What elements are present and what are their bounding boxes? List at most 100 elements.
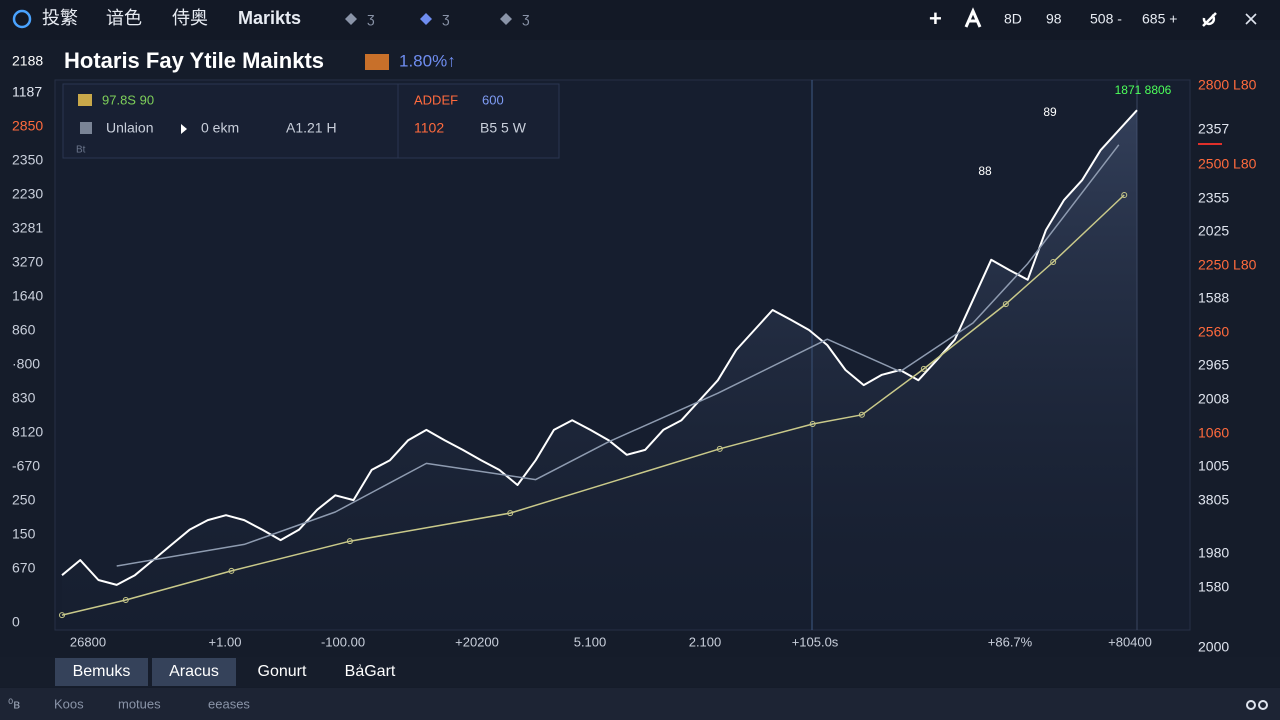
left-axis-label: 8120 [12, 424, 43, 440]
tab[interactable]: Aracus [169, 663, 219, 680]
x-axis-label: +105.0s [792, 634, 839, 649]
status-item[interactable]: eeases [208, 696, 250, 711]
tool-icon[interactable] [420, 13, 432, 25]
tool-icon[interactable] [345, 13, 357, 25]
left-axis-label: 1640 [12, 288, 43, 304]
legend-box [62, 83, 560, 159]
x-axis-label: 26800 [70, 634, 106, 649]
nav-item[interactable]: 侍奥 [172, 8, 208, 28]
right-axis-label: 1588 [1198, 290, 1229, 306]
left-axis-label: 2350 [12, 152, 43, 168]
status-dot[interactable] [1246, 700, 1256, 710]
trend-point [59, 612, 65, 619]
nav-right-item[interactable]: 98 [1046, 11, 1062, 27]
right-axis-label: 1580 [1198, 579, 1229, 595]
right-axis-label: 2025 [1198, 223, 1229, 239]
annotation: 88 [978, 164, 992, 178]
series-line [61, 194, 1125, 616]
settings-icon[interactable] [1202, 12, 1217, 27]
legend-label: Unlaion [106, 120, 153, 136]
x-axis-label: 2.100 [689, 634, 722, 649]
left-axis-label: 2230 [12, 186, 43, 202]
tab[interactable]: Bemuks [73, 663, 131, 680]
status-icon: ⁰ʙ [8, 696, 20, 711]
legend-swatch [78, 94, 92, 106]
tab[interactable]: BẚGart [345, 663, 396, 680]
chart-title: Hotaris Fay Ytile Mainkts [64, 48, 324, 73]
trend-point [858, 411, 865, 418]
trend-point [507, 510, 514, 517]
nav-right-item[interactable]: 685 + [1142, 11, 1177, 27]
left-axis-label: 2850 [12, 118, 43, 134]
nav-item[interactable]: Marikts [238, 8, 301, 28]
annotation: 1871 8806 [1115, 83, 1172, 97]
left-axis-label: 3281 [12, 220, 43, 236]
left-axis-label: 0 [12, 614, 20, 630]
left-axis-label: ·800 [12, 356, 40, 372]
price-area [62, 110, 1137, 620]
right-axis-label: 2000 [1198, 639, 1229, 655]
right-axis-label: 2008 [1198, 391, 1229, 407]
tab-bg[interactable] [152, 658, 236, 686]
left-axis-label: -670 [12, 458, 40, 474]
arrow-icon [181, 124, 187, 134]
right-axis-label: 2500 L80 [1198, 156, 1257, 172]
header-change: 1.80%↑ [399, 51, 456, 70]
nav-right-item[interactable]: 508 - [1090, 11, 1122, 27]
legend-arrow-text: 0 ekm [201, 120, 239, 136]
trend-point [920, 365, 927, 372]
status-bar [0, 688, 1280, 720]
left-axis-label: 3270 [12, 254, 43, 270]
legend-value: 97.8S 90 [102, 92, 154, 107]
draw-icon[interactable] [964, 7, 982, 28]
right-axis-label: 2250 L80 [1198, 257, 1257, 273]
nav-item[interactable]: 谙色 [106, 8, 142, 28]
x-axis-label: +80400 [1108, 634, 1152, 649]
trend-point [809, 420, 816, 427]
tool-icon[interactable] [500, 13, 512, 25]
tab-bg[interactable] [55, 658, 148, 686]
close-icon[interactable] [1245, 13, 1257, 25]
left-axis-label: 250 [12, 492, 36, 508]
legend-code: 1102 [414, 120, 444, 136]
tool-label[interactable]: ʒ [367, 10, 375, 26]
right-axis-label: 2355 [1198, 190, 1229, 206]
status-item[interactable]: motues [118, 696, 161, 711]
right-axis-label: 1060 [1198, 425, 1229, 441]
left-axis-label: 1187 [12, 84, 42, 100]
add-icon[interactable]: + [929, 6, 942, 31]
nav-right-item[interactable]: 8D [1004, 11, 1022, 27]
trend-point [228, 567, 235, 574]
legend-stat: B5 5 W [480, 120, 527, 136]
tool-label[interactable]: ʒ [442, 10, 450, 26]
tab[interactable]: Gonurt [258, 663, 307, 680]
annotation: 89 [1043, 105, 1057, 119]
trend-point [716, 445, 723, 452]
logo-icon[interactable] [12, 9, 32, 29]
legend-value: 600 [482, 92, 504, 107]
logo-text[interactable]: 投繁 [42, 8, 78, 28]
right-axis-label: 2560 [1198, 324, 1229, 340]
legend-icon [80, 122, 92, 134]
status-dot[interactable] [1258, 700, 1268, 710]
x-axis-label: 5.100 [574, 634, 607, 649]
x-axis-label: +20200 [455, 634, 499, 649]
left-axis-label: 670 [12, 560, 36, 576]
legend-stat: A1.21 H [286, 120, 337, 136]
right-axis-label: 2965 [1198, 357, 1229, 373]
x-axis-label: -100.00 [321, 634, 365, 649]
left-axis-label: 860 [12, 322, 36, 338]
series-line [116, 144, 1120, 567]
status-item[interactable]: Koos [54, 696, 84, 711]
swatch [365, 54, 389, 70]
right-axis-label: 3805 [1198, 492, 1229, 508]
tool-label[interactable]: ʒ [522, 10, 530, 26]
legend-note: Bt [76, 145, 86, 156]
left-axis-label: 150 [12, 526, 36, 542]
trend-point [346, 538, 353, 545]
right-axis-label: 2800 L80 [1198, 77, 1257, 93]
header-price: 2188 [12, 53, 43, 69]
trend-point [1002, 301, 1009, 308]
